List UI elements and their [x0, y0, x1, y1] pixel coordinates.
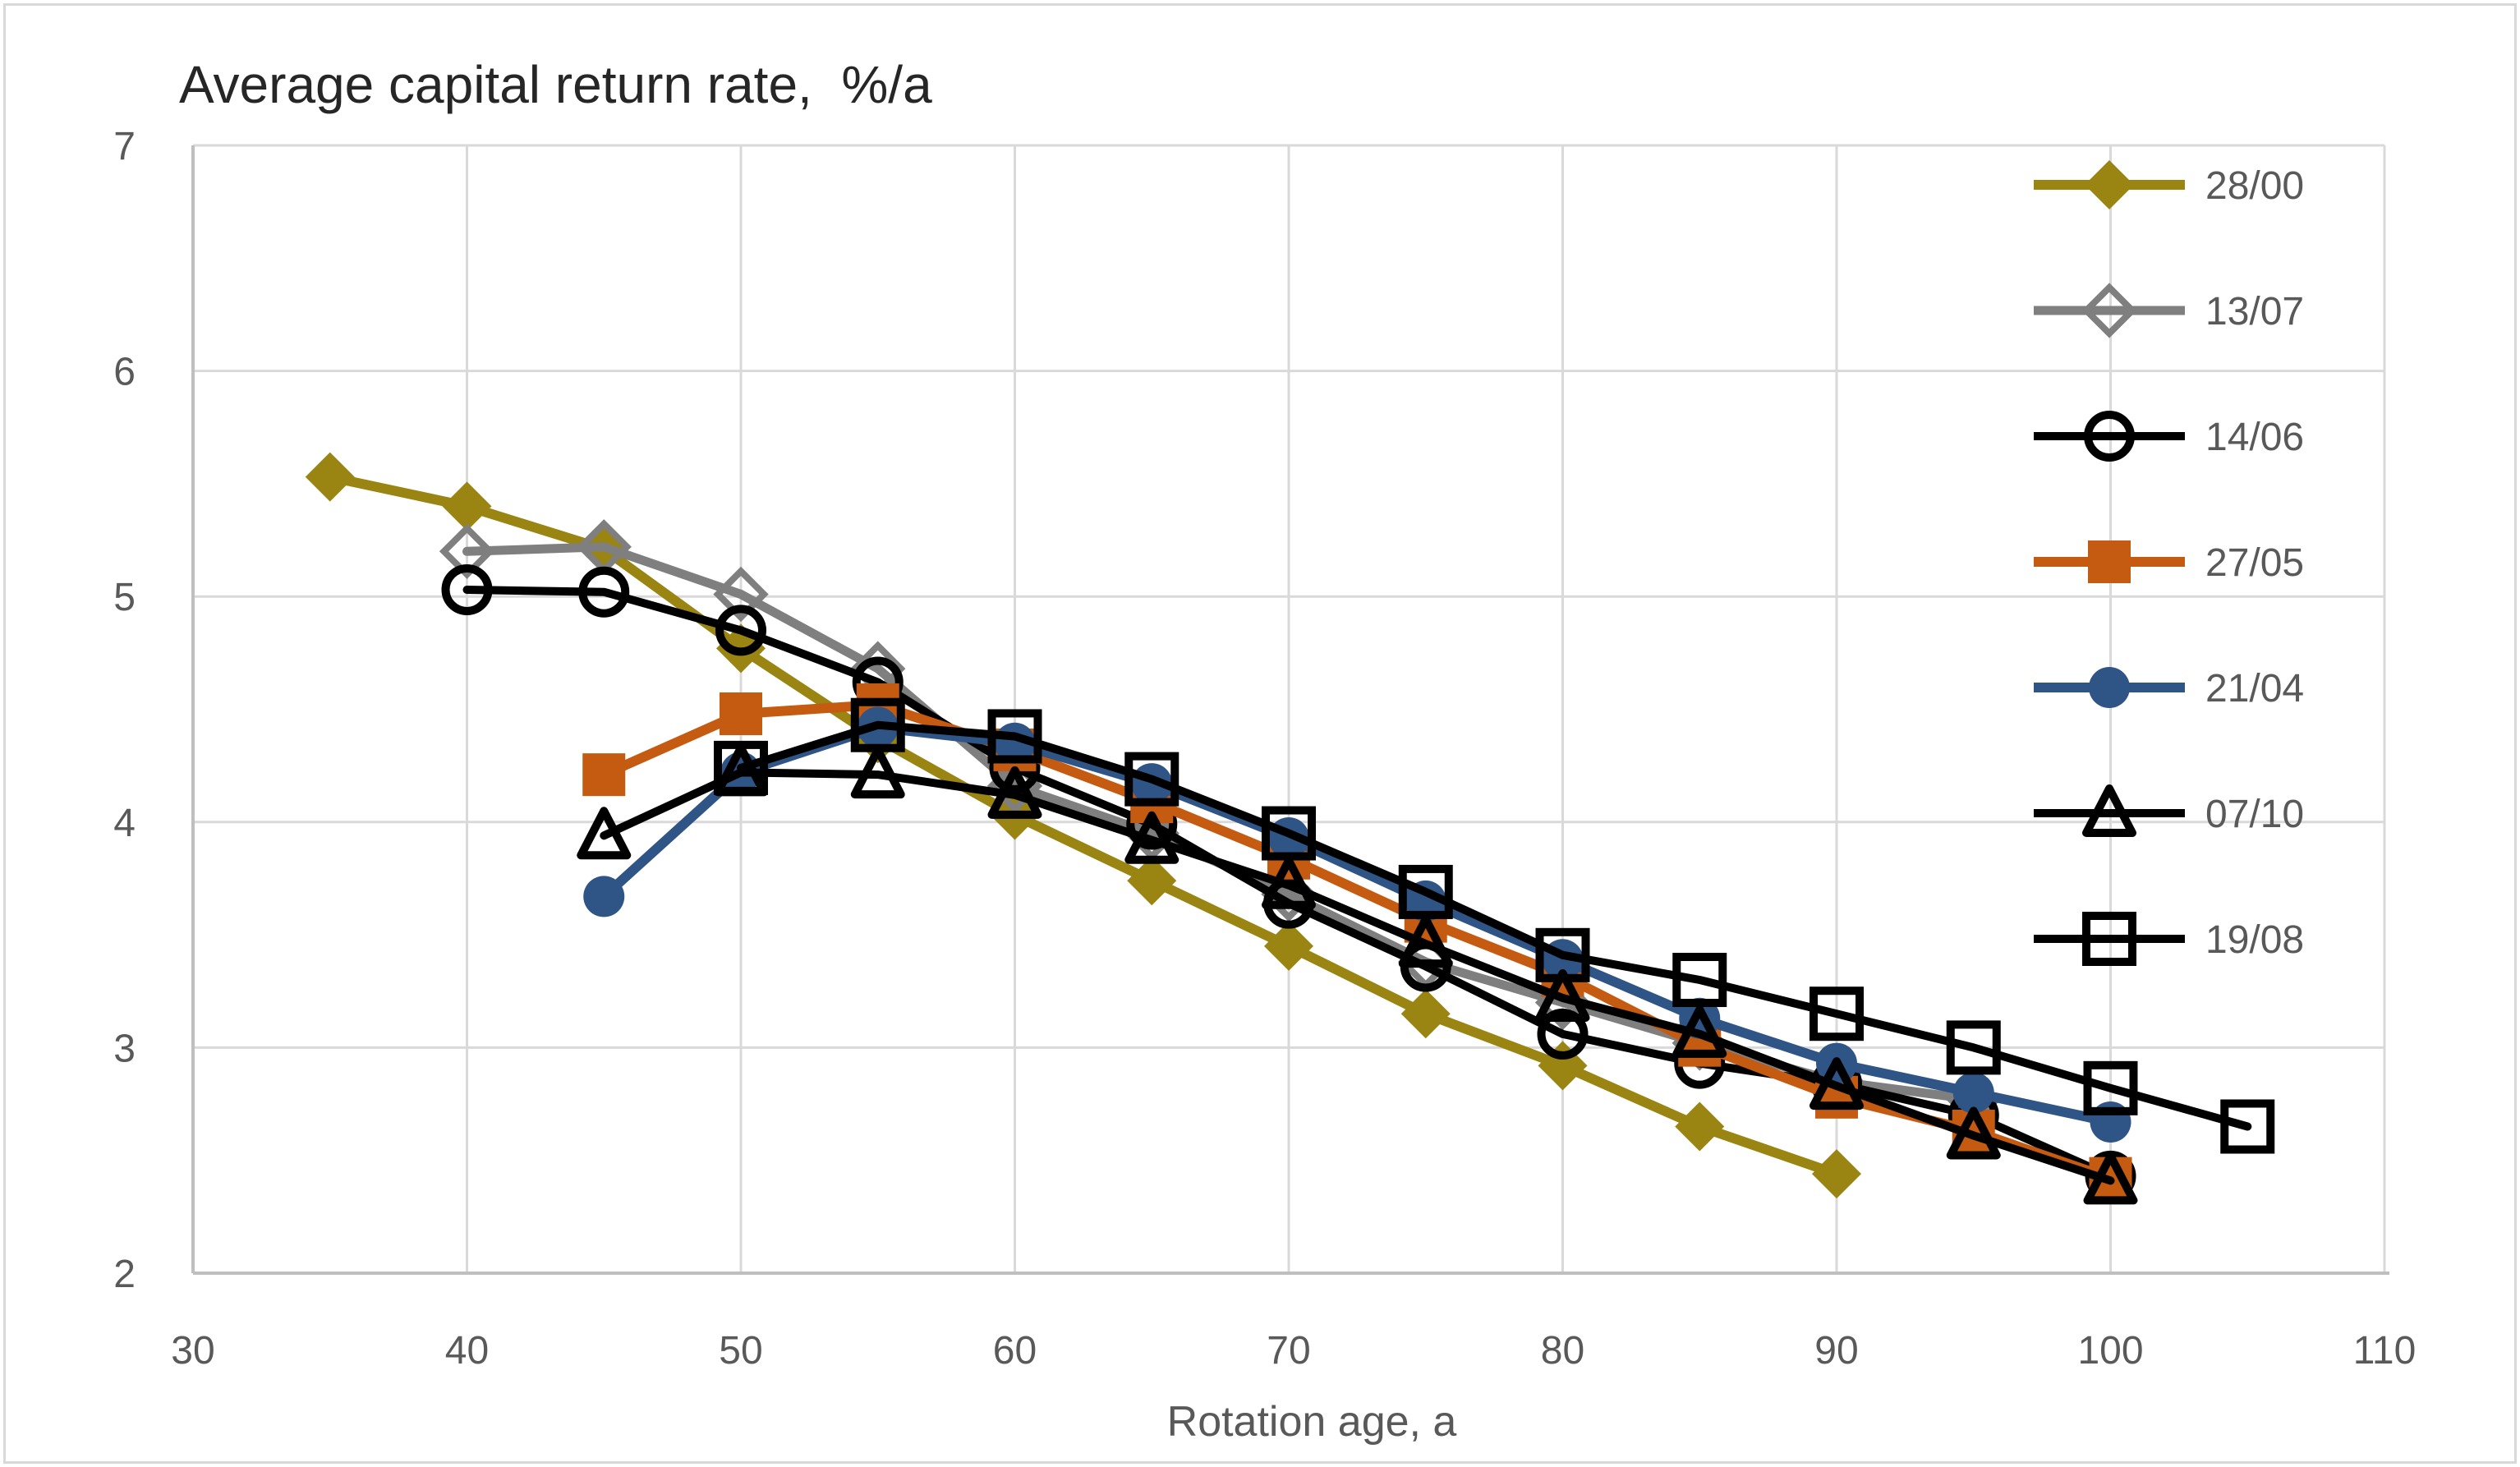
y-tick-label-2: 2	[113, 1253, 136, 1296]
series-27-05	[582, 683, 2132, 1200]
data-point-marker	[714, 740, 768, 795]
series-line-28-00	[324, 471, 1842, 1180]
data-point-marker	[2085, 160, 2134, 209]
legend-item-14-06: 14/06	[2034, 411, 2304, 462]
data-point-marker	[1398, 915, 1453, 968]
x-axis-title: Rotation age, a	[1167, 1398, 1457, 1446]
data-point-marker	[850, 697, 905, 752]
legend-item-27-05: 27/05	[2034, 540, 2304, 585]
data-point-marker	[1672, 953, 1727, 1008]
legend-item-19-08: 19/08	[2034, 912, 2304, 966]
data-point-marker	[2082, 784, 2136, 837]
data-point-marker	[441, 563, 493, 615]
data-point-marker	[2082, 912, 2136, 966]
data-point-marker	[1264, 921, 1313, 971]
data-point-marker	[583, 876, 625, 917]
data-point-marker	[1537, 1008, 1589, 1060]
x-tick-label-90: 90	[1814, 1329, 1858, 1373]
series-19-08	[714, 697, 2275, 1154]
data-point-marker	[305, 452, 355, 502]
data-point-marker	[713, 566, 769, 623]
legend-label: 28/00	[2205, 164, 2304, 208]
legend-label: 07/10	[2205, 793, 2304, 836]
data-point-marker	[1398, 864, 1453, 919]
data-point-marker	[850, 746, 905, 799]
data-point-marker	[2088, 540, 2131, 583]
data-point-marker	[1262, 806, 1316, 861]
series-07-10	[577, 743, 2138, 1205]
data-point-marker	[578, 566, 630, 618]
data-point-marker	[582, 753, 626, 797]
data-point-marker	[1810, 1057, 1864, 1111]
legend-item-13-07: 13/07	[2034, 283, 2304, 338]
data-point-marker	[1124, 752, 1180, 807]
x-tick-label-100: 100	[2077, 1329, 2143, 1373]
chart-title: Average capital return rate, %/a	[179, 55, 932, 114]
axes	[191, 145, 2389, 1275]
data-point-marker	[442, 481, 492, 531]
data-point-marker	[1262, 856, 1316, 909]
data-point-marker	[1952, 1072, 1994, 1114]
x-tick-label-80: 80	[1541, 1329, 1584, 1373]
x-tick-label-30: 30	[171, 1329, 214, 1373]
data-point-marker	[715, 605, 766, 656]
x-tick-label-40: 40	[445, 1329, 489, 1373]
data-point-marker	[987, 709, 1042, 764]
series-line-07-10	[600, 768, 2115, 1185]
data-point-marker	[2083, 1060, 2138, 1115]
x-tick-label-60: 60	[993, 1329, 1037, 1373]
legend-item-21-04: 21/04	[2034, 667, 2304, 711]
y-tick-label-4: 4	[113, 802, 136, 845]
data-point-marker	[1675, 1101, 1725, 1152]
y-tick-label-5: 5	[113, 576, 136, 619]
data-point-marker	[987, 766, 1042, 819]
data-point-marker	[1535, 927, 1590, 982]
legend-label: 13/07	[2205, 290, 2304, 333]
x-tick-label-70: 70	[1267, 1329, 1310, 1373]
tick-labels: 30 40 50 60 70 80 90 100 110 2 3 4 5 6 7	[113, 125, 2416, 1373]
y-tick-label-7: 7	[113, 125, 136, 168]
data-point-marker	[2083, 1152, 2138, 1205]
data-point-marker	[1124, 811, 1180, 864]
data-point-marker	[1672, 1005, 1727, 1058]
data-point-marker	[720, 692, 762, 735]
y-tick-label-6: 6	[113, 351, 136, 394]
data-point-marker	[577, 807, 632, 860]
data-point-marker	[1812, 1149, 1861, 1199]
data-point-marker	[439, 523, 495, 579]
data-point-marker	[2089, 667, 2130, 708]
legend-label: 27/05	[2205, 541, 2304, 585]
data-point-marker	[1400, 989, 1451, 1039]
series-28-00	[305, 452, 1861, 1199]
y-tick-label-3: 3	[113, 1027, 136, 1070]
data-point-marker	[2084, 411, 2135, 462]
chart-frame: 30 40 50 60 70 80 90 100 110 2 3 4 5 6 7 Average capit…	[3, 3, 2517, 1464]
data-point-marker	[1535, 968, 1590, 1022]
data-point-marker	[1946, 1020, 2001, 1075]
data-point-marker	[1946, 1106, 2001, 1160]
data-point-marker	[2220, 1099, 2275, 1154]
x-tick-label-110: 110	[2353, 1329, 2417, 1373]
legend-item-28-00: 28/00	[2034, 160, 2304, 209]
x-tick-label-50: 50	[719, 1329, 762, 1373]
capital-return-chart: 30 40 50 60 70 80 90 100 110 2 3 4 5 6 7 Average capit…	[113, 55, 2416, 1446]
legend: 28/00 13/07 14/06 27/05 21/04 07/10 19/08	[2034, 160, 2304, 966]
data-point-marker	[1127, 856, 1177, 906]
data-point-marker	[2081, 283, 2137, 338]
legend-label: 21/04	[2205, 667, 2304, 711]
data-point-marker	[1810, 986, 1864, 1042]
legend-label: 19/08	[2205, 918, 2304, 962]
legend-item-07-10: 07/10	[2034, 784, 2304, 837]
legend-label: 14/06	[2205, 416, 2304, 459]
series-layer	[305, 452, 2275, 1205]
